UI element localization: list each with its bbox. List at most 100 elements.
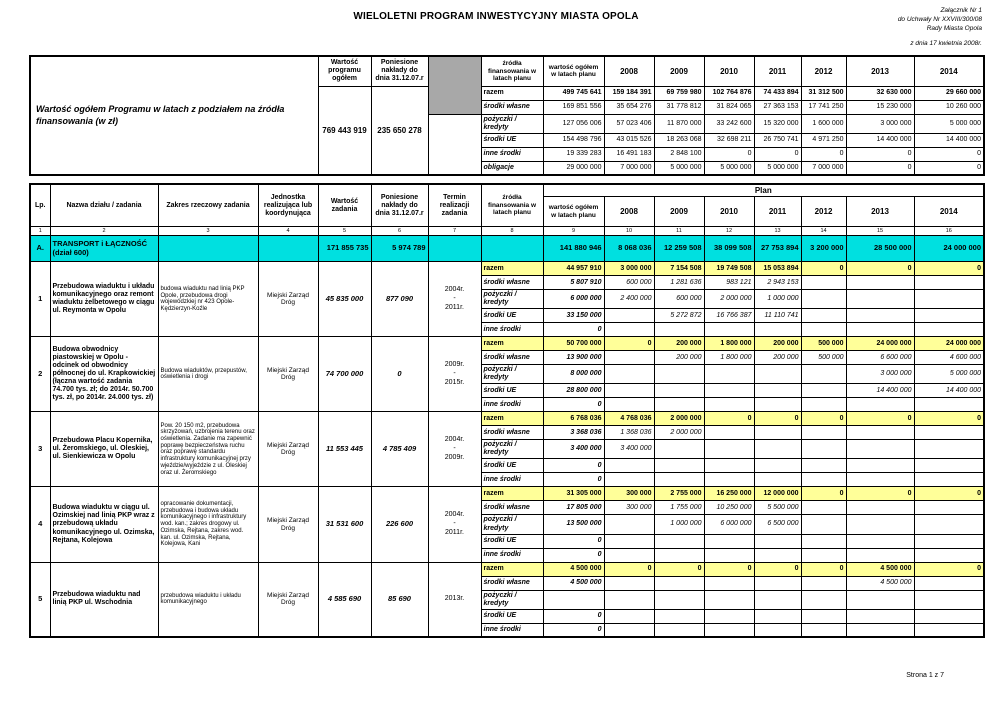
page-title: WIELOLETNI PROGRAM INWESTYCYJNY MIASTA O… xyxy=(353,11,639,22)
financing-year-value: 3 000 000 xyxy=(845,364,915,385)
financing-year-value: 0 xyxy=(800,561,847,577)
financing-total-value xyxy=(542,589,605,610)
column-number: 14 xyxy=(800,226,847,237)
financing-total-value: 0 xyxy=(542,608,605,624)
financing-year-value: 0 xyxy=(753,146,802,162)
financing-year-value: 15 053 894 xyxy=(753,261,802,277)
financing-year-value: 1 000 000 xyxy=(653,514,705,535)
financing-year-value: 2 848 100 xyxy=(653,146,705,162)
attachment-line-2: do Uchwały Nr XXVIII/300/08 xyxy=(897,15,982,23)
financing-year-value xyxy=(800,608,847,624)
financing-source-label: inne środki xyxy=(480,472,544,488)
financing-year-value xyxy=(845,514,915,535)
financing-year-value xyxy=(845,289,915,310)
financing-year-value xyxy=(703,608,755,624)
financing-year-value: 4 500 000 xyxy=(845,561,915,577)
financing-year-value: 10 250 000 xyxy=(703,500,755,516)
financing-year-value xyxy=(913,500,985,516)
financing-year-value xyxy=(800,589,847,610)
section-empty-scope xyxy=(157,235,259,263)
financing-year-value xyxy=(913,425,985,441)
financing-year-value xyxy=(703,322,755,338)
column-number: 12 xyxy=(703,226,755,237)
page-number: Strona 1 z 7 xyxy=(906,672,944,679)
financing-year-value: 600 000 xyxy=(603,275,655,291)
financing-year-value xyxy=(703,589,755,610)
section-year-value: 28 500 000 xyxy=(845,235,915,263)
financing-year-value: 0 xyxy=(913,261,985,277)
section-plan-total: 141 880 946 xyxy=(542,235,605,263)
financing-year-value xyxy=(913,439,985,460)
financing-year-value xyxy=(913,308,985,324)
financing-year-value xyxy=(753,383,802,399)
financing-year-value xyxy=(913,397,985,413)
financing-year-value: 24 000 000 xyxy=(845,336,915,352)
financing-year-value: 5 272 872 xyxy=(653,308,705,324)
financing-year-value: 18 263 068 xyxy=(653,132,705,148)
financing-source-label: razem xyxy=(480,561,544,577)
financing-year-value: 15 320 000 xyxy=(753,113,802,134)
financing-year-value xyxy=(603,322,655,338)
financing-year-value xyxy=(845,439,915,460)
financing-year-value xyxy=(913,275,985,291)
financing-source-label: pożyczki / kredyty xyxy=(480,289,544,310)
financing-year-value: 15 230 000 xyxy=(845,99,915,115)
financing-year-value xyxy=(753,472,802,488)
financing-total-value: 0 xyxy=(542,533,605,549)
header-year: 2014 xyxy=(913,196,985,228)
financing-year-value: 102 764 876 xyxy=(703,85,755,101)
header-year: 2008 xyxy=(603,196,655,228)
task-name: Przebudowa wiaduktu i układu komunikacyj… xyxy=(49,261,159,338)
financing-year-value xyxy=(913,622,985,638)
financing-year-value xyxy=(800,289,847,310)
financing-total-value: 33 150 000 xyxy=(542,308,605,324)
financing-year-value: 24 000 000 xyxy=(913,336,985,352)
financing-year-value xyxy=(845,500,915,516)
financing-year-value: 1 368 036 xyxy=(603,425,655,441)
financing-year-value: 31 824 065 xyxy=(703,99,755,115)
attachment-line-3: Rady Miasta Opola xyxy=(926,24,982,32)
financing-total-value: 0 xyxy=(542,622,605,638)
header-task-value: Wartość zadania xyxy=(317,183,372,228)
financing-total-value: 0 xyxy=(542,397,605,413)
financing-year-value xyxy=(603,308,655,324)
main-table: Lp. Nazwa działu / zadania Zakres rzeczowy… xyxy=(29,183,986,639)
task-lp: 4 xyxy=(29,486,51,563)
financing-year-value: 2 000 000 xyxy=(703,289,755,310)
financing-year-value: 3 000 000 xyxy=(603,261,655,277)
financing-total-value: 0 xyxy=(542,547,605,563)
financing-total-value: 0 xyxy=(542,458,605,474)
column-number: 6 xyxy=(370,226,429,237)
financing-year-value: 5 000 000 xyxy=(753,160,802,176)
financing-year-value: 43 015 526 xyxy=(603,132,655,148)
financing-year-value: 0 xyxy=(800,411,847,427)
financing-year-value: 0 xyxy=(845,160,915,176)
task-incurred: 4 785 409 xyxy=(370,411,429,488)
task-unit: Miejski Zarząd Dróg xyxy=(257,261,319,338)
financing-total-value: 8 000 000 xyxy=(542,364,605,385)
financing-total-value: 169 851 556 xyxy=(542,99,605,115)
financing-year-value: 0 xyxy=(703,411,755,427)
financing-source-label: środki własne xyxy=(480,350,544,366)
financing-year-value xyxy=(603,575,655,591)
financing-year-value: 1 281 636 xyxy=(653,275,705,291)
financing-year-value: 6 500 000 xyxy=(753,514,802,535)
financing-year-value xyxy=(913,533,985,549)
financing-year-value: 300 000 xyxy=(603,500,655,516)
task-name: Budowa obwodnicy piastowskiej w Opolu - … xyxy=(49,336,159,413)
financing-year-value: 2 000 000 xyxy=(653,425,705,441)
financing-year-value: 1 600 000 xyxy=(800,113,847,134)
header-year: 2011 xyxy=(753,196,802,228)
financing-total-value: 31 305 000 xyxy=(542,486,605,502)
column-number: 16 xyxy=(913,226,985,237)
task-incurred: 85 690 xyxy=(370,561,429,638)
financing-year-value: 0 xyxy=(913,561,985,577)
column-number: 5 xyxy=(317,226,372,237)
financing-year-value xyxy=(845,608,915,624)
financing-year-value: 200 000 xyxy=(653,350,705,366)
financing-total-value: 4 500 000 xyxy=(542,575,605,591)
financing-source-label: środki własne xyxy=(480,575,544,591)
financing-total-value: 3 400 000 xyxy=(542,439,605,460)
financing-total-value: 44 957 910 xyxy=(542,261,605,277)
